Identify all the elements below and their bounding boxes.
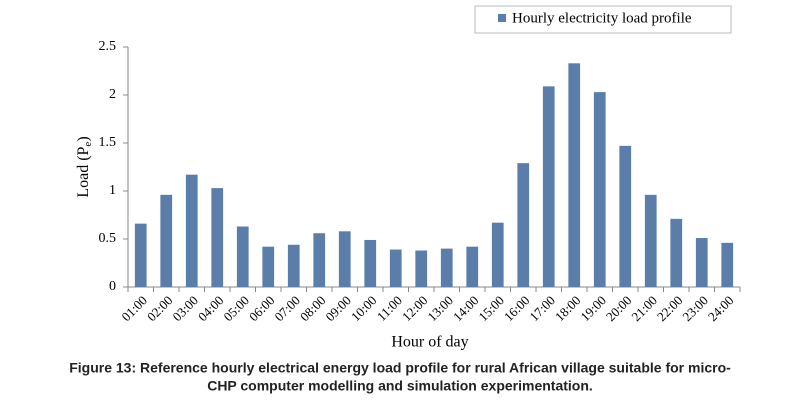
caption-line: Figure 13: Reference hourly electrical e…	[69, 360, 731, 376]
bar	[389, 249, 402, 287]
bar	[542, 86, 555, 287]
bar	[593, 92, 606, 288]
bar	[517, 163, 530, 287]
bar	[568, 63, 581, 287]
y-axis-title-sub: e	[82, 142, 94, 147]
x-tick-label: 20:00	[603, 293, 635, 325]
x-tick-label: 09:00	[322, 293, 354, 325]
bar	[466, 246, 479, 287]
x-tick-label: 12:00	[399, 293, 431, 325]
x-tick-label: 04:00	[195, 293, 227, 325]
x-tick-label: 19:00	[577, 293, 609, 325]
y-tick-label: 2.5	[99, 39, 117, 54]
x-tick-label: 18:00	[552, 293, 584, 325]
bar	[440, 248, 453, 287]
x-tick-label: 23:00	[679, 293, 711, 325]
y-axis-title-suffix: )	[75, 136, 92, 141]
x-tick-label: 24:00	[705, 293, 737, 325]
x-axis-title: Hour of day	[391, 334, 468, 351]
bar	[619, 145, 632, 287]
legend-marker	[498, 14, 506, 22]
bar	[211, 188, 224, 287]
x-tick-label: 11:00	[374, 293, 405, 324]
y-tick-label: 0.5	[99, 231, 117, 246]
x-tick-label: 10:00	[348, 293, 380, 325]
bar	[721, 242, 734, 287]
bar	[644, 194, 657, 287]
x-tick-label: 03:00	[169, 293, 201, 325]
bar	[415, 250, 428, 287]
bar	[338, 231, 351, 287]
bar	[160, 194, 173, 287]
y-tick-label: 1	[109, 183, 116, 198]
bar	[695, 238, 708, 287]
bar	[185, 174, 198, 287]
legend-box	[474, 5, 732, 34]
y-tick-label: 2	[109, 87, 116, 102]
x-tick-label: 21:00	[628, 293, 660, 325]
x-tick-label: 05:00	[220, 293, 252, 325]
legend-label: Hourly electricity load profile	[512, 10, 692, 26]
bar	[364, 239, 377, 287]
bar	[134, 223, 147, 287]
bar	[236, 226, 249, 287]
y-tick-label: 0	[109, 279, 116, 294]
x-tick-label: 08:00	[297, 293, 329, 325]
y-axis-title-text: Load (P	[75, 146, 92, 197]
x-tick-label: 22:00	[654, 293, 686, 325]
caption-line: CHP computer modelling and simulation ex…	[207, 378, 593, 394]
x-tick-label: 06:00	[246, 293, 278, 325]
x-tick-label: 14:00	[450, 293, 482, 325]
bar	[313, 233, 326, 287]
y-tick-label: 1.5	[99, 135, 117, 150]
x-tick-label: 02:00	[144, 293, 176, 325]
bar	[262, 246, 275, 287]
x-tick-label: 16:00	[501, 293, 533, 325]
x-tick-label: 01:00	[118, 293, 150, 325]
y-axis-title: Load (Pe)	[75, 136, 94, 197]
bar	[491, 222, 504, 287]
x-tick-label: 15:00	[475, 293, 507, 325]
x-tick-label: 17:00	[526, 293, 558, 325]
x-tick-label: 13:00	[424, 293, 456, 325]
bar	[287, 244, 300, 287]
bar	[670, 218, 683, 287]
x-tick-label: 07:00	[271, 293, 303, 325]
